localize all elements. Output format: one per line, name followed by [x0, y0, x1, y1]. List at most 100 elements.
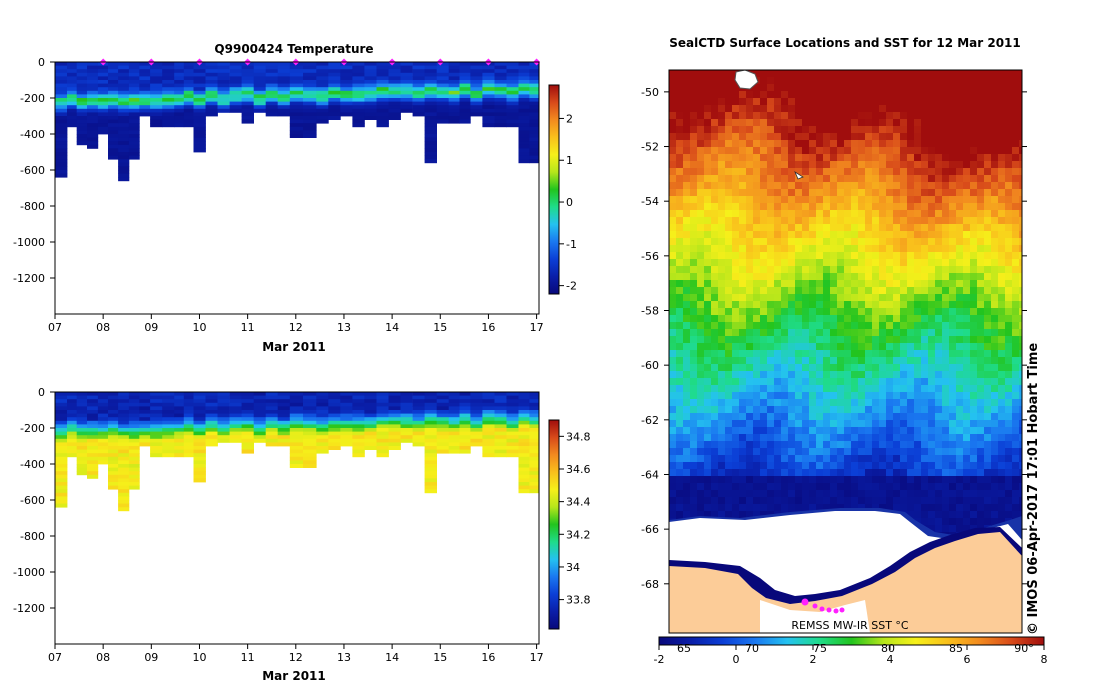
- sst-cell: [795, 329, 803, 337]
- sst-cell: [900, 301, 908, 309]
- temperature-cell: [470, 105, 483, 110]
- temperature-cell: [241, 101, 254, 106]
- sst-cell: [914, 357, 922, 365]
- temperature-cell: [162, 65, 175, 70]
- salinity-cell: [448, 442, 460, 447]
- sst-cell: [977, 203, 985, 211]
- sst-cell: [816, 301, 824, 309]
- sst-cell: [858, 322, 866, 330]
- salinity-cell: [118, 428, 130, 432]
- salinity-cell: [108, 399, 119, 404]
- sst-cell: [753, 147, 761, 155]
- sst-cell: [907, 357, 915, 365]
- temperature-cell: [76, 72, 88, 77]
- sst-cell: [942, 371, 950, 379]
- sst-cell: [949, 455, 957, 463]
- sst-cell: [851, 427, 859, 435]
- temperature-cell: [328, 101, 341, 106]
- sst-cell: [823, 385, 831, 393]
- salinity-cell: [448, 428, 460, 432]
- sst-cell: [956, 406, 964, 414]
- sst-cell: [1005, 245, 1013, 253]
- sst-cell: [711, 231, 719, 239]
- temperature-cell: [55, 72, 68, 77]
- sst-cell: [963, 315, 971, 323]
- sst-cell: [935, 154, 943, 162]
- sst-cell: [795, 217, 803, 225]
- salinity-cell: [506, 453, 519, 458]
- sst-cell: [942, 161, 950, 169]
- sst-cell: [886, 357, 894, 365]
- sst-cell: [921, 455, 929, 463]
- sst-cell: [823, 322, 831, 330]
- sst-cell: [739, 98, 747, 106]
- sst-cell: [991, 322, 999, 330]
- sst-cell: [893, 259, 901, 267]
- sst-cell: [998, 189, 1006, 197]
- sst-cell: [1005, 364, 1013, 372]
- salinity-cell: [316, 413, 329, 418]
- salinity-cell: [352, 413, 365, 418]
- sst-cell: [697, 350, 705, 358]
- sst-cell: [739, 336, 747, 344]
- sst-cell: [676, 399, 684, 407]
- sst-cell: [711, 217, 719, 225]
- sst-cell: [851, 133, 859, 141]
- sst-cell: [1012, 280, 1020, 288]
- sst-cell: [669, 308, 677, 316]
- temperature-cell: [139, 94, 151, 99]
- temperature-cell: [118, 112, 130, 117]
- temperature-cell: [436, 105, 450, 110]
- sst-cell: [963, 350, 971, 358]
- sst-cell: [865, 497, 873, 505]
- sst-cell: [942, 455, 950, 463]
- salinity-cell: [205, 424, 218, 429]
- sst-cell: [928, 441, 936, 449]
- sst-cell: [921, 154, 929, 162]
- sst-cell: [669, 154, 677, 162]
- sst-cell: [1019, 168, 1022, 176]
- salinity-cell: [376, 428, 389, 432]
- sst-cell: [886, 441, 894, 449]
- sst-cell: [977, 238, 985, 246]
- salinity-cell: [482, 442, 495, 447]
- salinity-cell: [265, 413, 279, 418]
- sst-cell: [802, 133, 810, 141]
- sst-cell: [816, 119, 824, 127]
- sst-cell: [900, 224, 908, 232]
- salinity-cell: [55, 413, 68, 418]
- sst-cell: [886, 245, 894, 253]
- sst-cell: [977, 287, 985, 295]
- sst-cell: [851, 203, 859, 211]
- sst-cell: [711, 77, 719, 85]
- temperature-cell: [253, 83, 267, 88]
- sst-cell: [900, 427, 908, 435]
- salinity-cell: [289, 446, 304, 450]
- sst-cell: [935, 441, 943, 449]
- sst-cell: [949, 161, 957, 169]
- sst-cell: [963, 427, 971, 435]
- salinity-cell: [448, 406, 460, 411]
- sst-cell: [823, 161, 831, 169]
- sst-cell: [767, 266, 775, 274]
- sst-cell: [823, 84, 831, 92]
- temperature-cell: [205, 72, 218, 77]
- salinity-cell: [174, 406, 185, 411]
- temperature-cell: [518, 152, 530, 156]
- sst-cell: [935, 280, 943, 288]
- temperature-cell: [303, 126, 317, 131]
- sst-cell: [914, 434, 922, 442]
- sst-cell: [802, 385, 810, 393]
- salinity-cell: [55, 456, 68, 461]
- sst-cell: [942, 392, 950, 400]
- sst-cell: [844, 399, 852, 407]
- sst-cell: [921, 266, 929, 274]
- sst-cell: [732, 413, 740, 421]
- sst-cell: [690, 448, 698, 456]
- sst-cell: [669, 259, 677, 267]
- sst-cell: [711, 154, 719, 162]
- sst-cell: [1005, 301, 1013, 309]
- sst-cell: [704, 147, 712, 155]
- sst-cell: [907, 280, 915, 288]
- sst-cell: [893, 329, 901, 337]
